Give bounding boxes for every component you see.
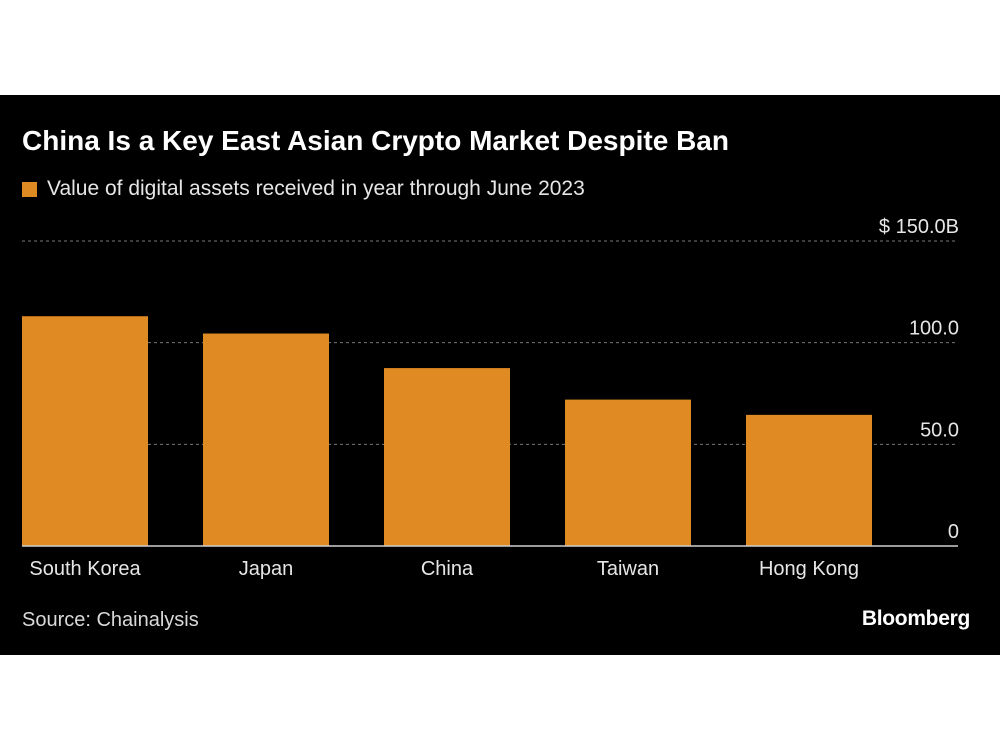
x-tick-label: China [421,558,474,580]
bloomberg-logo: Bloomberg [861,607,970,630]
bar-hong-kong [746,414,872,546]
y-tick-label: $ 150.0B [879,216,959,238]
bar-chart: 0 50.0 100.0 $ 150.0B South Korea Japan China T… [22,216,959,580]
legend-label: Value of digital assets received in year… [47,177,585,200]
chart-title: China Is a Key East Asian Crypto Market … [22,125,729,156]
y-tick-label: 0 [948,521,959,543]
bar-china [384,368,510,546]
legend-swatch [22,181,37,197]
bar-japan [203,333,329,546]
bar-south-korea [22,316,148,546]
y-tick-label: 50.0 [920,419,959,441]
x-tick-label: South Korea [29,558,141,580]
y-tick-label: 100.0 [909,318,959,340]
x-tick-label: Japan [239,558,294,580]
legend: Value of digital assets received in year… [22,177,585,201]
chart-card: China Is a Key East Asian Crypto Market … [0,95,1000,655]
x-tick-label: Taiwan [597,558,659,580]
bar-taiwan [565,399,691,546]
x-tick-label: Hong Kong [759,558,859,580]
source-note: Source: Chainalysis [22,609,199,631]
